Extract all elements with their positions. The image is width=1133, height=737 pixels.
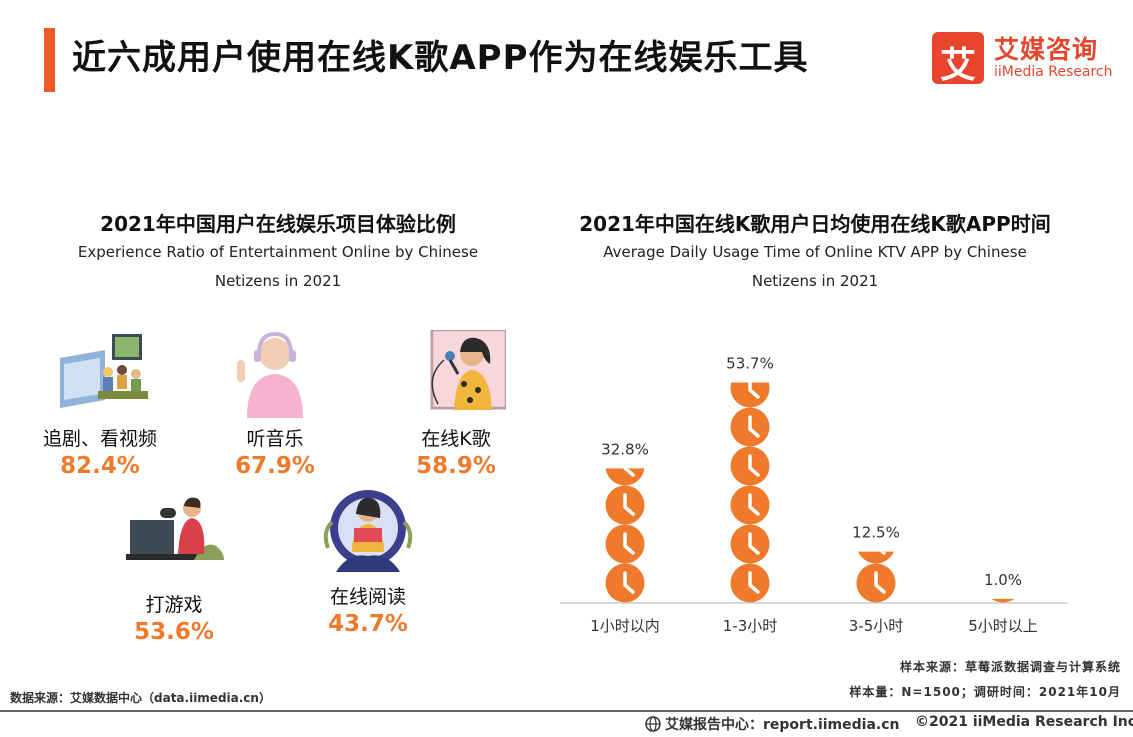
- left-panel-subtitle: Experience Ratio of Entertainment Online…: [58, 238, 498, 296]
- sample-size: 样本量：N=1500；调研时间：2021年10月: [849, 685, 1121, 699]
- ent-item-gaming: 打游戏 53.6%: [94, 496, 254, 645]
- bar-2: [856, 551, 896, 603]
- headphones-music-icon: [225, 330, 325, 420]
- left-panel-title: 2021年中国用户在线娱乐项目体验比例: [100, 212, 456, 236]
- ent-value-music: 67.9%: [235, 453, 315, 479]
- data-label: 32.8%: [601, 440, 649, 458]
- clock-icon: [605, 485, 645, 525]
- ent-label-gaming: 打游戏: [145, 594, 203, 616]
- sample-source: 样本来源：草莓派数据调查与计算系统: [899, 660, 1121, 674]
- clock-icon: [605, 468, 645, 486]
- right-panel-subtitle: Average Daily Usage Time of Online KTV A…: [560, 238, 1070, 296]
- footer-divider: [0, 710, 1133, 712]
- footer-report-center-text: 艾媒报告中心：report.iimedia.cn: [665, 717, 900, 733]
- clock-icon: [730, 524, 770, 564]
- data-label: 1.0%: [984, 571, 1022, 589]
- ent-label-reading: 在线阅读: [329, 586, 406, 608]
- clock-icon: [605, 524, 645, 564]
- iimedia-logo: 艾 艾媒咨询 iiMedia Research: [932, 30, 1132, 86]
- clock-icon: [730, 446, 770, 486]
- globe-icon: [645, 716, 661, 732]
- logo-text-en: iiMedia Research: [994, 64, 1113, 80]
- bar-1: [730, 382, 770, 603]
- bar-0: [605, 468, 645, 603]
- x-tick-label: 3-5小时: [849, 617, 904, 635]
- ent-label-video: 追剧、看视频: [42, 428, 157, 450]
- karaoke-microphone-icon: [406, 328, 508, 420]
- gaming-controller-icon: [124, 496, 224, 586]
- title-accent-bar: [44, 28, 55, 92]
- footer-report-center[interactable]: 艾媒报告中心：report.iimedia.cn: [645, 714, 900, 734]
- ent-value-video: 82.4%: [60, 453, 140, 479]
- clock-icon: [730, 563, 770, 603]
- x-tick-label: 1小时以内: [590, 617, 660, 635]
- x-tick-label: 1-3小时: [723, 617, 778, 635]
- usage-time-chart: 32.8% 1小时以内 53.7% 1-3小时 12.5% 3-5小时 1.0% 5小时以上: [560, 355, 1068, 635]
- clock-icon: [991, 598, 1015, 603]
- right-panel-subtitle-line2: Netizens in 2021: [751, 272, 879, 290]
- clock-icon: [730, 485, 770, 525]
- data-label: 53.7%: [726, 355, 774, 373]
- clock-icon: [856, 563, 896, 603]
- ent-value-reading: 43.7%: [328, 611, 408, 637]
- logo-mark: 艾: [932, 32, 984, 86]
- ent-item-karaoke: 在线K歌 58.9%: [376, 328, 536, 479]
- ent-label-music: 听音乐: [246, 428, 304, 450]
- ent-item-music: 听音乐 67.9%: [195, 330, 355, 479]
- ent-item-reading: 在线阅读 43.7%: [288, 488, 448, 637]
- ent-value-gaming: 53.6%: [134, 619, 214, 645]
- clock-icon: [730, 382, 770, 408]
- page-title: 近六成用户使用在线K歌APP作为在线娱乐工具: [72, 38, 809, 78]
- right-panel-title: 2021年中国在线K歌用户日均使用在线K歌APP时间: [579, 212, 1051, 236]
- reading-book-icon: [318, 488, 418, 578]
- footer-copyright: ©2021 iiMedia Research Inc: [915, 714, 1133, 730]
- tv-watching-icon: [50, 330, 150, 420]
- logo-mark-text: 艾: [939, 45, 976, 86]
- clock-icon: [730, 407, 770, 447]
- x-tick-label: 5小时以上: [968, 617, 1038, 635]
- bar-3: [991, 598, 1015, 603]
- ent-value-karaoke: 58.9%: [416, 453, 496, 479]
- data-source: 数据来源：艾媒数据中心（data.iimedia.cn）: [10, 691, 271, 705]
- ent-label-karaoke: 在线K歌: [421, 428, 491, 450]
- ent-item-video: 追剧、看视频 82.4%: [20, 330, 180, 479]
- right-panel-subtitle-line1: Average Daily Usage Time of Online KTV A…: [603, 243, 1027, 261]
- clock-icon: [605, 563, 645, 603]
- left-panel-subtitle-line1: Experience Ratio of Entertainment Online…: [77, 243, 479, 261]
- data-label: 12.5%: [852, 524, 900, 542]
- left-panel-subtitle-line2: Netizens in 2021: [214, 272, 342, 290]
- clock-icon: [858, 551, 894, 564]
- logo-text-cn: 艾媒咨询: [994, 35, 1099, 64]
